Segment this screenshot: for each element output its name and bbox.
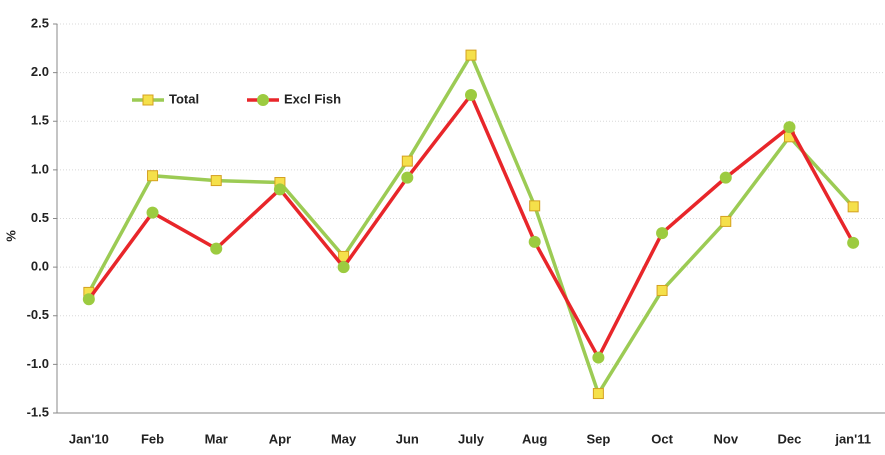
series-line [87,51,855,398]
y-tick-label: -1.5 [27,404,49,419]
x-tick-label: Jan'10 [69,431,109,446]
y-tick-label: 1.0 [31,161,49,176]
series-marker [210,175,222,187]
x-tick-label: Nov [713,431,738,446]
series-marker [592,388,604,400]
x-tick-label: Mar [205,431,228,446]
series-marker [656,227,669,240]
series-marker [337,261,350,274]
series-marker [146,206,159,219]
legend-label: Total [169,91,199,106]
x-tick-label: jan'11 [834,431,871,446]
x-tick-label: Jun [396,431,419,446]
series-line [87,91,855,362]
x-tick-label: Sep [586,431,610,446]
series-marker [273,183,286,196]
y-tick-label: 1.5 [31,113,49,128]
series-marker [783,121,796,134]
series-marker [528,235,541,248]
series-marker [147,170,159,182]
series-marker [719,171,732,184]
y-tick-label: 0.5 [31,210,49,225]
y-tick-label: 0.0 [31,259,49,274]
x-tick-label: Feb [141,431,164,446]
series-marker [847,236,860,249]
series-marker [720,215,732,227]
legend-marker [257,94,269,106]
legend-label: Excl Fish [284,91,341,106]
series-marker [592,351,605,364]
x-tick-label: Aug [522,431,547,446]
series-marker [82,293,95,306]
series-marker [465,88,477,101]
series-marker [656,284,668,296]
x-tick-label: May [331,431,357,446]
x-tick-label: Dec [778,431,802,446]
y-tick-label: -1.0 [27,356,49,371]
y-tick-label: 2.0 [31,64,49,79]
series-marker [847,201,859,213]
x-tick-label: July [458,431,485,446]
series-marker [401,171,414,184]
x-tick-label: Apr [269,431,291,446]
y-tick-label: 2.5 [31,15,49,30]
y-tick-label: -0.5 [27,307,49,322]
series-marker [401,155,413,167]
legend-marker [142,94,154,106]
series-marker [465,49,477,61]
series-marker [529,200,541,212]
series-marker [210,242,223,255]
x-tick-label: Oct [651,431,673,446]
y-axis-label: % [3,230,18,242]
